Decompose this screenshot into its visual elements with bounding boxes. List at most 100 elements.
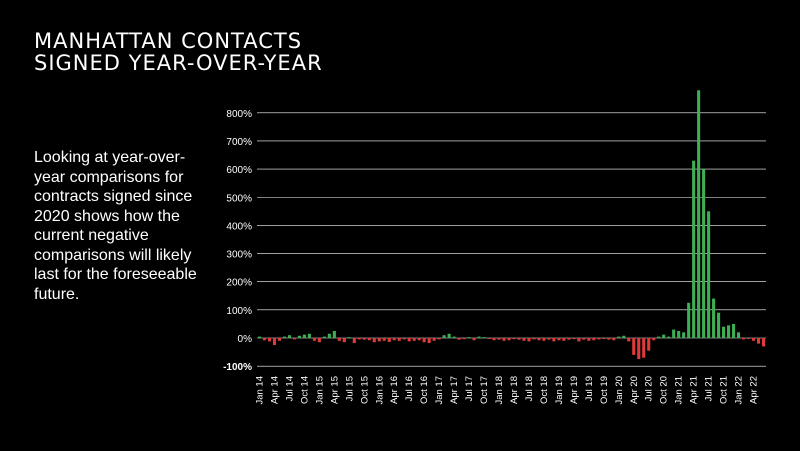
x-tick-label: Jan 17 (434, 376, 445, 405)
x-tick-label: Jan 21 (674, 376, 685, 405)
bar (487, 338, 491, 339)
bar (472, 338, 476, 341)
x-tick-label: Oct 15 (359, 376, 370, 404)
x-tick-label: Jul 19 (584, 376, 595, 401)
bar (297, 335, 301, 338)
bar (407, 338, 411, 342)
x-tick-label: Oct 20 (659, 376, 670, 404)
x-tick-label: Apr 19 (569, 376, 580, 404)
bar (312, 338, 316, 341)
chart-description: Looking at year-over-year comparisons fo… (34, 149, 197, 303)
x-tick-label: Oct 14 (299, 376, 310, 404)
bar (587, 338, 591, 341)
bar (262, 338, 267, 341)
bar (562, 338, 566, 341)
bar (402, 338, 406, 340)
bar (322, 336, 326, 338)
bar (697, 90, 701, 338)
bar (572, 338, 576, 340)
bar (317, 338, 321, 343)
bar (722, 326, 726, 338)
bar (672, 329, 676, 338)
bar (537, 338, 541, 341)
bar (642, 338, 646, 358)
x-tick-label: Apr 16 (389, 376, 400, 404)
x-tick-label: Oct 18 (539, 376, 550, 404)
x-tick-label: Jan 22 (734, 376, 745, 405)
bar (667, 336, 671, 338)
x-tick-label: Apr 21 (689, 376, 700, 404)
bar (417, 338, 421, 341)
y-tick-label: 200% (226, 278, 252, 289)
x-axis-tick-labels: Jan 14 Apr 14 Jul 14 Oct 14 Jan 15 Apr 15 Jul … (255, 376, 760, 405)
x-tick-label: Jan 18 (494, 376, 505, 405)
bars (257, 90, 766, 360)
bar (437, 338, 441, 340)
bar (632, 338, 636, 355)
bar (397, 338, 401, 341)
bar (687, 302, 691, 338)
chart-title-line-1: MANHATTAN CONTACTS (34, 29, 303, 53)
y-tick-label: 700% (226, 137, 252, 148)
y-tick-label: 400% (226, 221, 252, 232)
bar (357, 338, 361, 340)
bar (327, 333, 331, 338)
bar (682, 332, 686, 338)
bar (622, 335, 626, 338)
x-tick-label: Jul 20 (644, 376, 655, 401)
gridlines (257, 112, 766, 367)
x-tick-label: Jul 17 (464, 376, 475, 401)
bar (412, 338, 416, 341)
x-tick-label: Jul 14 (284, 376, 295, 401)
bar (497, 338, 501, 340)
bar (552, 338, 556, 342)
bar (712, 298, 716, 338)
bar (532, 338, 536, 340)
y-tick-label: 300% (226, 250, 252, 261)
y-tick-label: 800% (226, 109, 252, 120)
bar (462, 338, 466, 340)
bar (517, 338, 521, 340)
x-tick-label: Oct 19 (599, 376, 610, 404)
x-tick-label: Jan 15 (314, 376, 325, 405)
bar (427, 338, 431, 344)
x-tick-label: Oct 16 (419, 376, 430, 404)
bar (372, 338, 376, 343)
y-tick-label: 0% (238, 334, 253, 345)
bar (692, 160, 696, 338)
bar (377, 338, 381, 342)
bar (527, 338, 531, 342)
bar (557, 338, 561, 341)
bar (597, 338, 601, 340)
bar (627, 338, 631, 342)
bar (702, 169, 706, 338)
bar (657, 336, 661, 338)
bar (447, 333, 451, 338)
bar (302, 334, 306, 338)
bar (292, 338, 296, 340)
bar (617, 336, 621, 338)
bar (467, 337, 471, 339)
bar (342, 338, 346, 343)
x-tick-label: Apr 20 (629, 376, 640, 404)
bar (577, 338, 581, 342)
bar (717, 312, 721, 338)
bar (367, 338, 371, 341)
bar (337, 338, 341, 341)
x-tick-label: Jul 21 (704, 376, 715, 401)
bar (542, 338, 546, 341)
bar (567, 338, 571, 340)
bar (282, 336, 286, 338)
bar (612, 338, 616, 341)
bar (507, 338, 511, 341)
bar (347, 337, 351, 339)
bar (732, 323, 736, 338)
bar (387, 338, 391, 342)
bar (592, 338, 596, 341)
bar (746, 338, 751, 339)
bar (751, 338, 756, 341)
bar (652, 338, 656, 341)
bar (547, 338, 551, 340)
bar (647, 338, 651, 351)
x-tick-label: Jan 16 (374, 376, 385, 405)
